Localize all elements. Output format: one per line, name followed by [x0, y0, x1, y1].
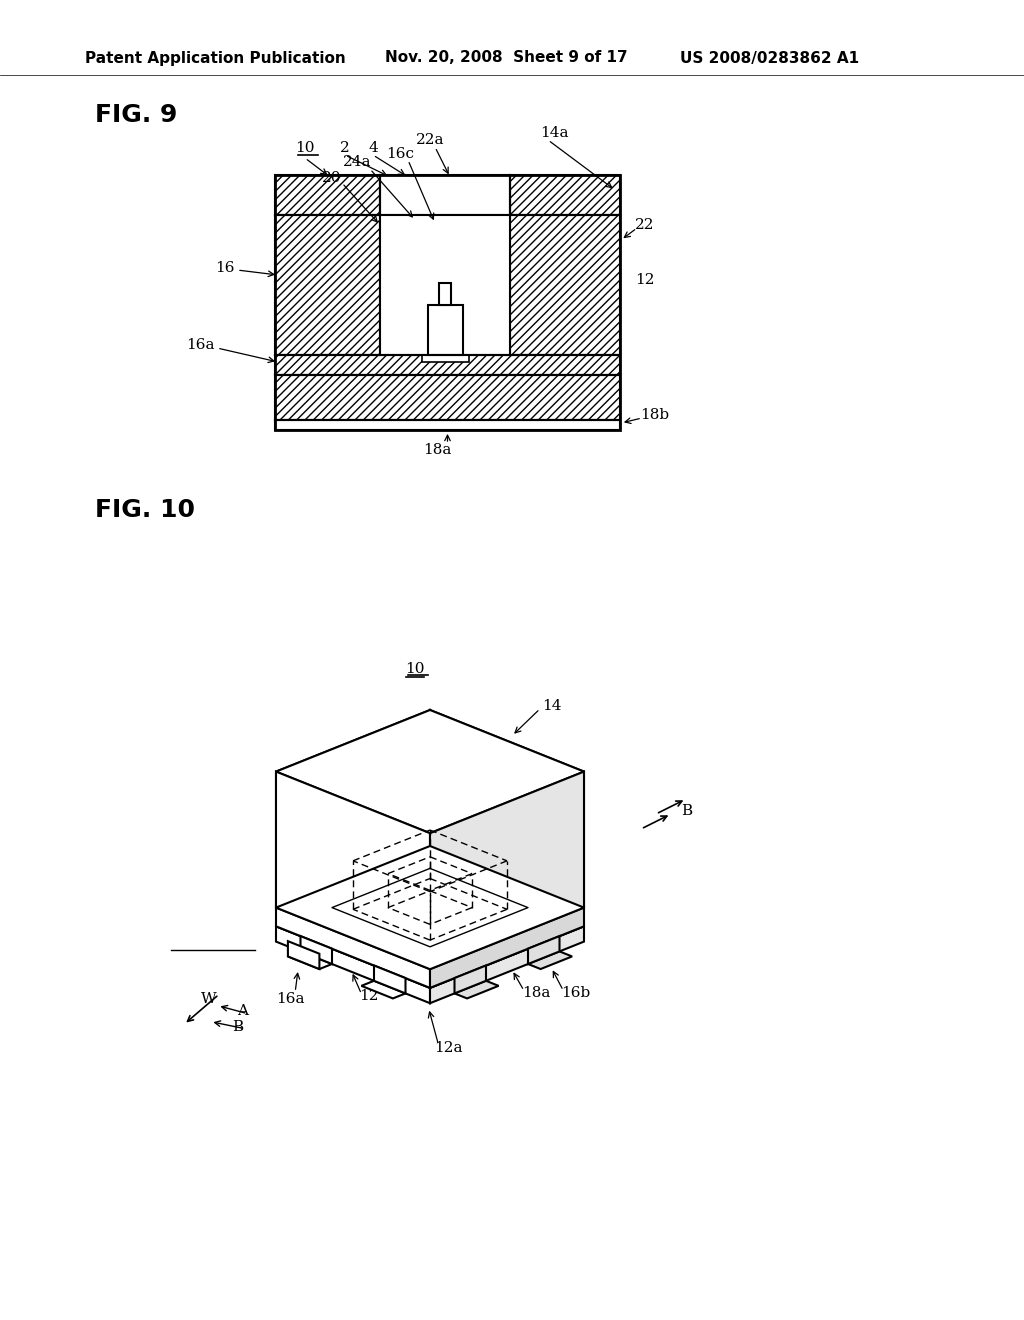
Text: 18a: 18a: [423, 444, 452, 457]
Text: 2: 2: [340, 141, 350, 154]
Text: 14: 14: [542, 698, 561, 713]
Polygon shape: [528, 936, 559, 964]
Text: 10: 10: [295, 141, 314, 154]
Text: 16c: 16c: [386, 147, 414, 161]
Bar: [275, 375, 620, 420]
Text: FIG. 10: FIG. 10: [95, 498, 195, 521]
Bar: [427, 305, 463, 355]
Text: B: B: [232, 1019, 243, 1034]
Bar: [275, 420, 620, 430]
Bar: [380, 215, 510, 355]
Text: 16a: 16a: [186, 338, 215, 352]
Text: 22: 22: [635, 218, 654, 232]
Text: 10: 10: [406, 663, 425, 676]
Polygon shape: [288, 952, 332, 969]
Polygon shape: [528, 952, 572, 969]
Polygon shape: [276, 908, 430, 987]
Text: 18b: 18b: [278, 879, 307, 892]
Text: 4: 4: [368, 141, 378, 154]
Polygon shape: [430, 772, 584, 969]
Text: Nov. 20, 2008  Sheet 9 of 17: Nov. 20, 2008 Sheet 9 of 17: [385, 50, 628, 66]
Polygon shape: [430, 927, 584, 1003]
Text: 24a: 24a: [343, 154, 372, 169]
Bar: [510, 215, 620, 355]
Bar: [380, 176, 510, 215]
Polygon shape: [276, 710, 584, 833]
Bar: [275, 355, 620, 375]
Polygon shape: [300, 936, 332, 964]
Polygon shape: [276, 846, 584, 969]
Polygon shape: [455, 965, 486, 994]
Polygon shape: [430, 908, 584, 987]
Text: 16a: 16a: [275, 993, 304, 1006]
Text: 14a: 14a: [540, 125, 568, 140]
Text: 16b: 16b: [561, 986, 591, 999]
Polygon shape: [276, 710, 430, 908]
Bar: [275, 215, 380, 355]
Bar: [422, 355, 469, 362]
Text: 12: 12: [635, 273, 654, 286]
Text: 22a: 22a: [416, 133, 444, 147]
Text: FIG. 9: FIG. 9: [95, 103, 177, 127]
Text: US 2008/0283862 A1: US 2008/0283862 A1: [680, 50, 859, 66]
Bar: [275, 375, 620, 420]
Text: 12: 12: [359, 989, 379, 1003]
Text: A: A: [237, 1003, 248, 1018]
Bar: [439, 282, 451, 305]
Polygon shape: [361, 981, 406, 998]
Text: 12a: 12a: [434, 1041, 463, 1055]
Polygon shape: [455, 981, 499, 998]
Polygon shape: [276, 927, 430, 1003]
Bar: [275, 176, 620, 430]
Bar: [275, 355, 620, 375]
Bar: [510, 176, 620, 215]
Text: 18b: 18b: [640, 408, 669, 422]
Bar: [275, 176, 380, 215]
Bar: [510, 176, 620, 215]
Bar: [275, 176, 380, 215]
Bar: [275, 215, 380, 355]
Text: W: W: [201, 993, 217, 1006]
Bar: [510, 215, 620, 355]
Text: B: B: [681, 804, 692, 818]
Text: 18a: 18a: [522, 986, 550, 999]
Polygon shape: [276, 772, 430, 969]
Text: 20: 20: [323, 172, 342, 185]
Text: 16: 16: [522, 945, 542, 960]
Text: 16: 16: [215, 261, 234, 275]
Polygon shape: [276, 865, 584, 987]
Polygon shape: [430, 710, 584, 908]
Text: Patent Application Publication: Patent Application Publication: [85, 50, 346, 66]
Polygon shape: [288, 941, 319, 969]
Polygon shape: [374, 965, 406, 994]
